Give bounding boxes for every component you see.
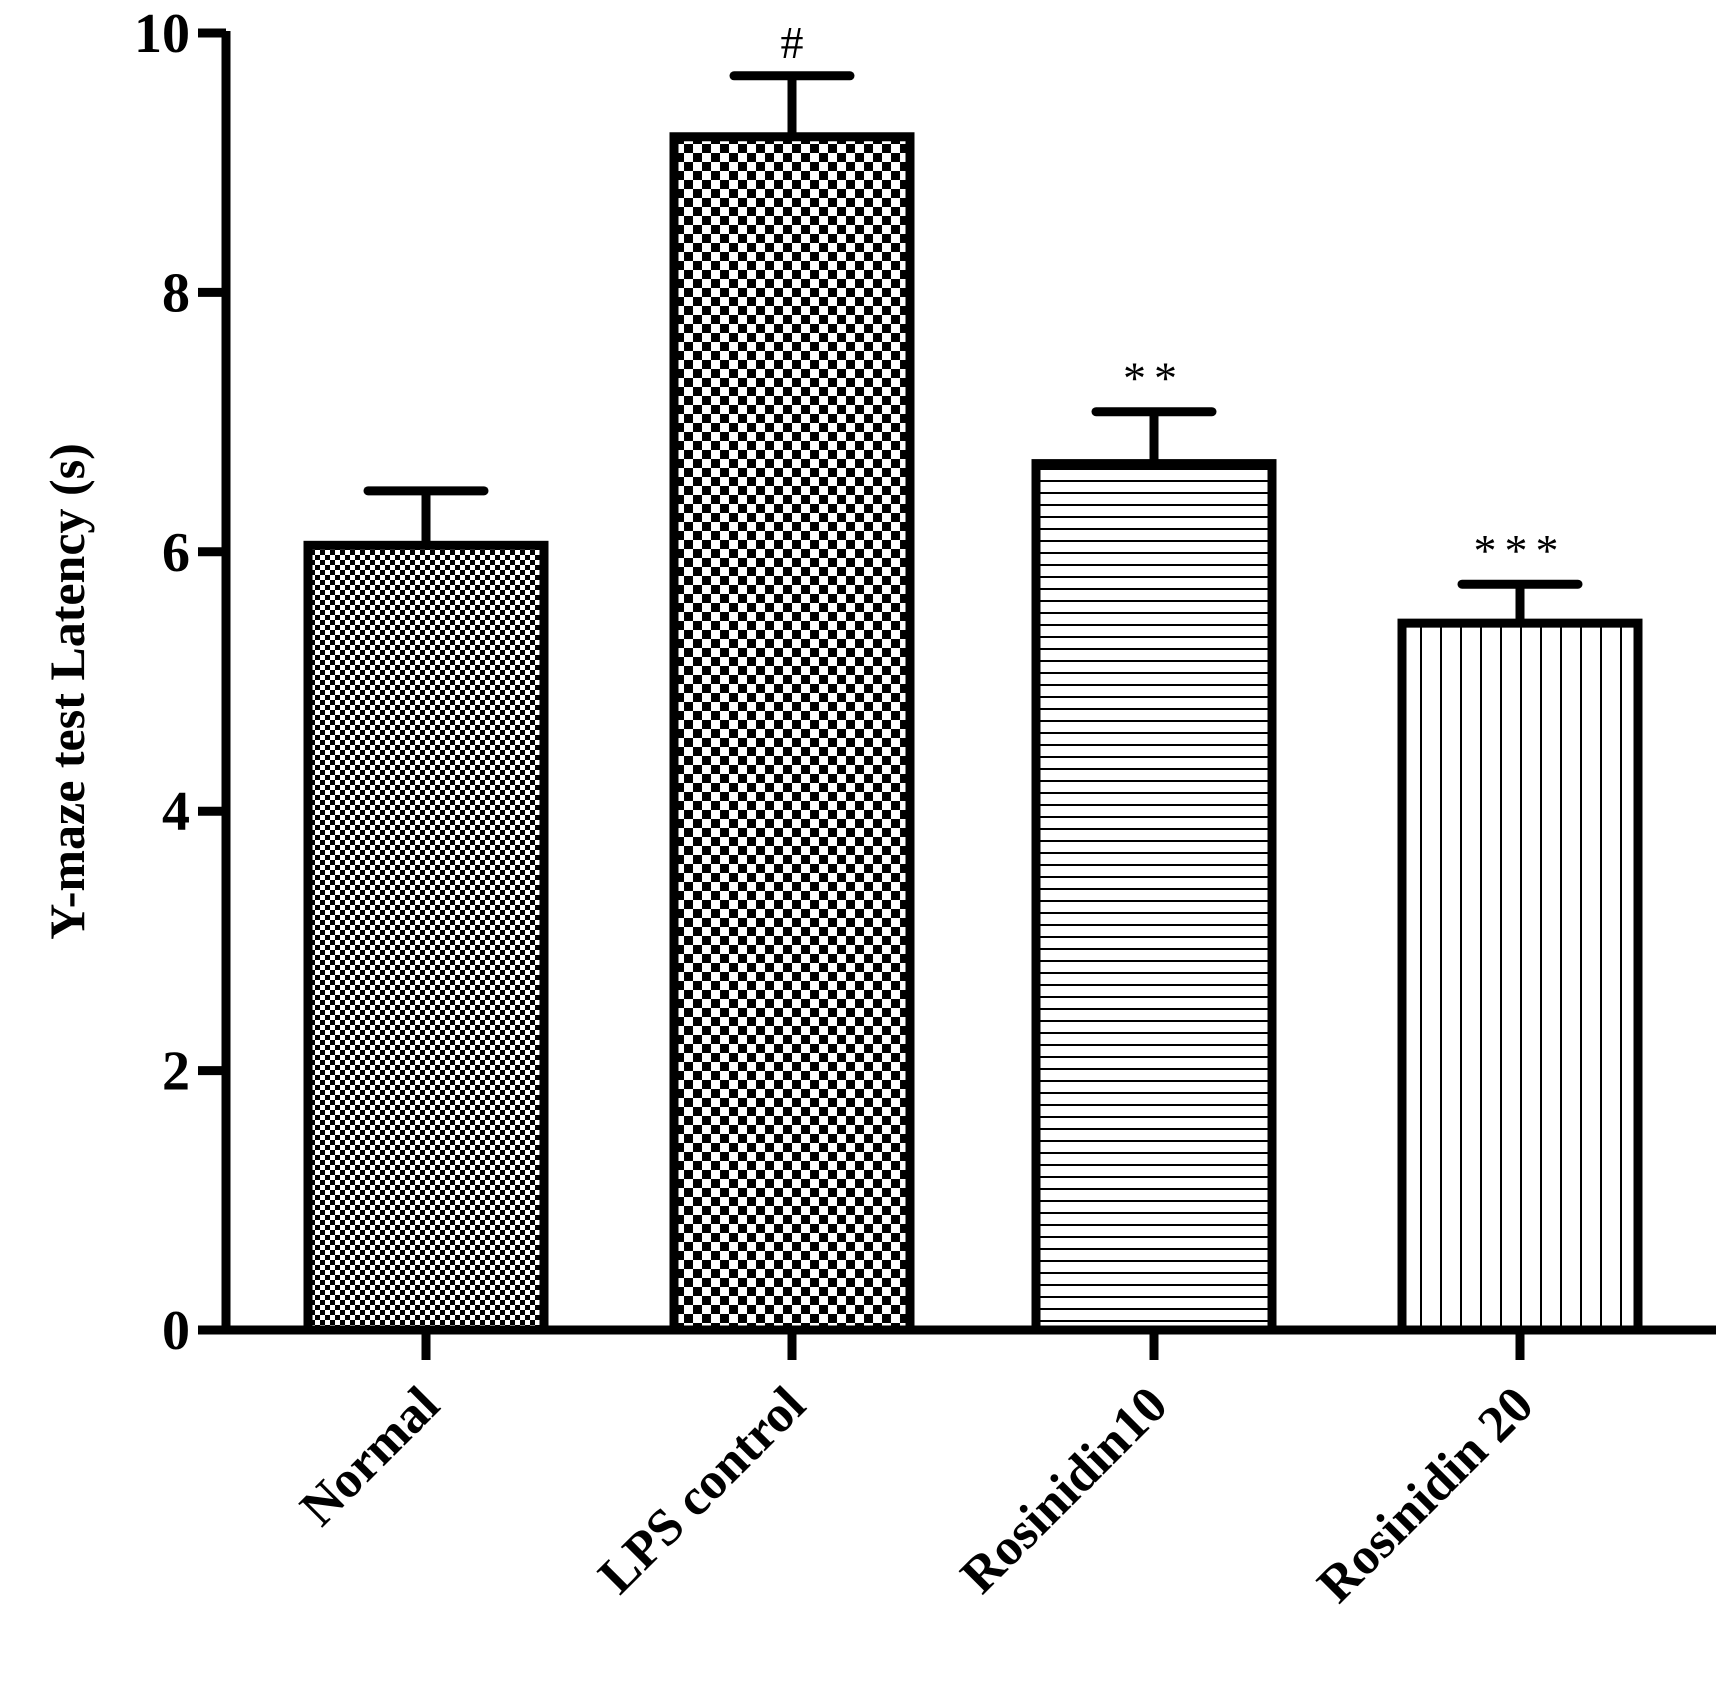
significance-label: ***: [1474, 525, 1567, 576]
bar-rosinidin-20: [1397, 618, 1643, 1335]
category-label: LPS control: [588, 1376, 817, 1605]
y-tick-label: 0: [162, 1300, 190, 1362]
y-tick-label: 8: [162, 262, 190, 324]
y-tick-label: 6: [162, 522, 190, 584]
category-label: Rosinidin 20: [1307, 1376, 1545, 1614]
category-label: Normal: [290, 1376, 451, 1537]
y-tick-label: 4: [162, 781, 190, 843]
bar-rosinidin10: [1031, 459, 1277, 1335]
y-tick-label: 2: [162, 1041, 190, 1103]
significance-label: #: [781, 17, 804, 68]
bars-layer: #*****: [303, 17, 1643, 1335]
category-label: Rosinidin10: [950, 1376, 1178, 1604]
bar-normal: [303, 540, 549, 1335]
significance-label: **: [1123, 353, 1185, 404]
y-tick-label: 10: [134, 3, 190, 65]
bar-lps-control: [669, 132, 915, 1335]
y-axis-title: Y-maze test Latency (s): [39, 443, 95, 940]
